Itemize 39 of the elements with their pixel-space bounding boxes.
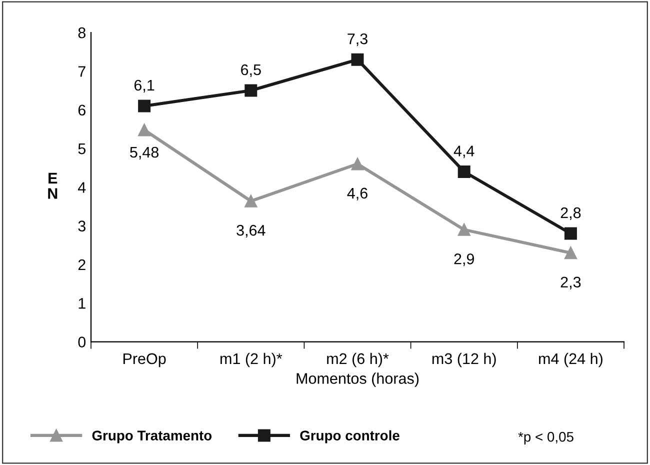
x-axis-title: Momentos (horas)	[296, 372, 419, 387]
x-tick-label: m3 (12 h)	[432, 352, 496, 368]
data-label: 2,9	[454, 254, 474, 266]
data-label: 4,6	[347, 188, 368, 200]
y-tick-label: 4	[78, 182, 86, 193]
data-label: 3,64	[236, 224, 266, 238]
y-tick-label: 3	[78, 220, 86, 232]
x-tick-label: PreOp	[123, 353, 166, 368]
data-label: 6,5	[241, 64, 261, 77]
y-tick-label: 1	[78, 298, 86, 309]
data-label: 5,48	[130, 146, 159, 160]
y-tick-label: 6	[78, 104, 86, 116]
x-tick-label: m2 (6 h)*	[327, 352, 389, 368]
y-axis-title: E N	[48, 172, 58, 199]
point	[244, 194, 258, 208]
point	[138, 100, 151, 112]
point	[138, 124, 151, 136]
data-label: 6,1	[134, 80, 154, 92]
point	[351, 158, 364, 170]
point	[564, 246, 577, 260]
x-tick-label: m1 (2 h)*	[220, 352, 282, 368]
y-tick-label: 8	[78, 27, 86, 38]
y-tick-label: 7	[78, 66, 86, 77]
point	[458, 223, 470, 236]
data-label: 7,3	[348, 33, 368, 46]
point	[351, 53, 364, 66]
data-label: 2,3	[560, 276, 581, 290]
point	[564, 227, 577, 240]
y-tick-label: 5	[78, 144, 86, 154]
legend-label: Grupo controle	[300, 430, 400, 444]
x-tick-label: m4 (24 h)	[539, 352, 602, 368]
point	[244, 84, 258, 97]
data-label: 4,4	[454, 146, 474, 158]
point	[458, 165, 470, 178]
data-label: 2,8	[560, 207, 581, 220]
text: *p < 0,05	[518, 432, 574, 445]
legend-label: Grupo Tratamento	[92, 430, 212, 444]
y-tick-label: 0	[78, 336, 86, 348]
y-tick-label: 2	[78, 259, 86, 270]
